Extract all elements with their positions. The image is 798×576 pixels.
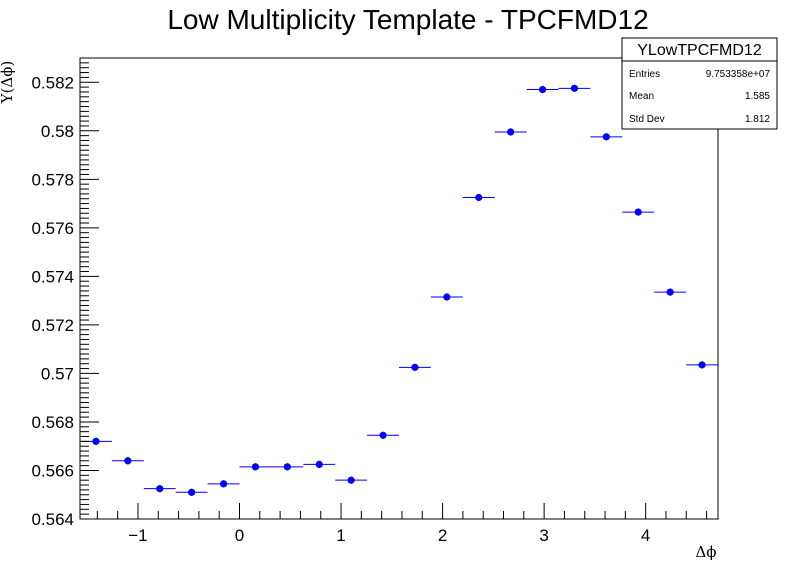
stats-box: YLowTPCFMD12 Entries 9.753358e+07 Mean 1… [621, 37, 778, 130]
x-axis: −1 0 1 2 3 4 [96, 503, 708, 545]
data-point [634, 208, 642, 216]
data-point [156, 485, 164, 493]
x-tick-label: 3 [539, 526, 548, 545]
y-tick-label: 0.568 [31, 413, 74, 432]
stats-mean-value: 1.585 [745, 91, 770, 102]
x-tick-label: 2 [438, 526, 447, 545]
data-point [219, 480, 228, 488]
x-tick-label: 4 [641, 526, 650, 545]
data-point [602, 133, 610, 141]
y-axis-label: Y(Δϕ) [0, 61, 16, 105]
y-tick-label: 0.564 [31, 510, 74, 529]
stats-box-name: YLowTPCFMD12 [637, 42, 762, 59]
plot-frame [79, 57, 719, 520]
y-tick-label: 0.566 [31, 461, 74, 480]
data-point [538, 85, 547, 94]
data-point [411, 363, 419, 371]
stats-entries-value: 9.753358e+07 [706, 69, 771, 80]
y-tick-label: 0.58 [41, 122, 74, 141]
stats-stddev-key: Std Dev [629, 114, 665, 125]
x-tick-label: 1 [336, 526, 345, 545]
data-point [124, 457, 132, 465]
data-point [443, 293, 451, 301]
y-tick-label: 0.582 [31, 73, 74, 92]
data-point [283, 463, 291, 471]
y-tick-label: 0.572 [31, 316, 74, 335]
data-point [251, 463, 260, 471]
stats-mean-key: Mean [629, 91, 654, 102]
data-point [379, 431, 387, 439]
x-tick-label: −1 [128, 526, 147, 545]
data-point [507, 128, 515, 136]
stats-entries-key: Entries [629, 69, 660, 80]
chart-title: Low Multiplicity Template - TPCFMD12 [167, 4, 648, 35]
data-point [698, 361, 706, 369]
y-tick-label: 0.57 [41, 364, 74, 383]
y-tick-label: 0.574 [31, 267, 74, 286]
y-tick-label: 0.578 [31, 170, 74, 189]
stats-stddev-value: 1.812 [745, 114, 770, 125]
x-axis-label: Δϕ [695, 543, 716, 561]
data-point [475, 193, 483, 202]
y-axis: 0.564 0.566 0.568 0.57 0.572 0.574 0.576 0.578 0… [31, 57, 99, 529]
chart-marks [80, 84, 718, 496]
data-point [666, 288, 674, 296]
x-tick-label: 0 [235, 526, 244, 545]
data-point [92, 437, 100, 445]
y-tick-label: 0.576 [31, 219, 74, 238]
data-point [315, 460, 323, 469]
data-point [570, 84, 579, 92]
data-point [188, 488, 196, 496]
data-point [347, 476, 355, 484]
stats-box-frame [621, 37, 778, 130]
